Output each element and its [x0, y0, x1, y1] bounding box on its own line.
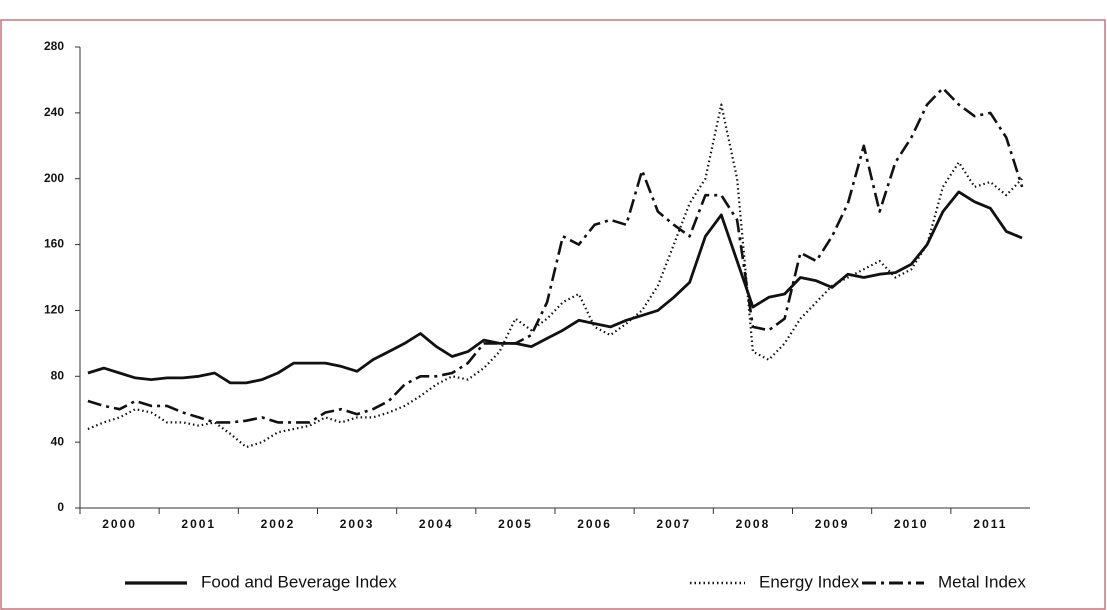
legend-label: Metal Index: [938, 572, 1026, 591]
x-tick-label: 2010: [894, 517, 929, 531]
y-tick-label: 240: [44, 105, 64, 119]
x-tick-label: 2005: [498, 517, 533, 531]
x-tick-label: 2006: [577, 517, 612, 531]
legend-label: Energy Index: [759, 572, 860, 591]
y-tick-label: 0: [57, 500, 64, 514]
legend-label: Food and Beverage Index: [201, 572, 397, 591]
x-tick-label: 2009: [815, 517, 850, 531]
y-tick-label: 80: [51, 368, 65, 382]
x-tick-label: 2007: [656, 517, 691, 531]
frame: [0, 19, 1106, 610]
x-tick-label: 2001: [181, 517, 216, 531]
x-tick-label: 2002: [261, 517, 296, 531]
series-line: [87, 190, 1023, 385]
y-tick-label: 40: [51, 434, 65, 448]
y-tick-label: 280: [44, 39, 64, 53]
x-tick-label: 2000: [102, 517, 137, 531]
series-line: [87, 86, 1024, 424]
x-tick-label: 2011: [973, 517, 1007, 531]
x-tick-label: 2003: [340, 517, 375, 531]
y-tick-label: 160: [44, 237, 64, 251]
y-tick-label: 120: [44, 303, 64, 317]
y-tick-label: 200: [44, 171, 64, 185]
x-tick-label: 2004: [419, 517, 454, 531]
x-tick-label: 2008: [736, 517, 771, 531]
series-line: [87, 103, 1023, 449]
